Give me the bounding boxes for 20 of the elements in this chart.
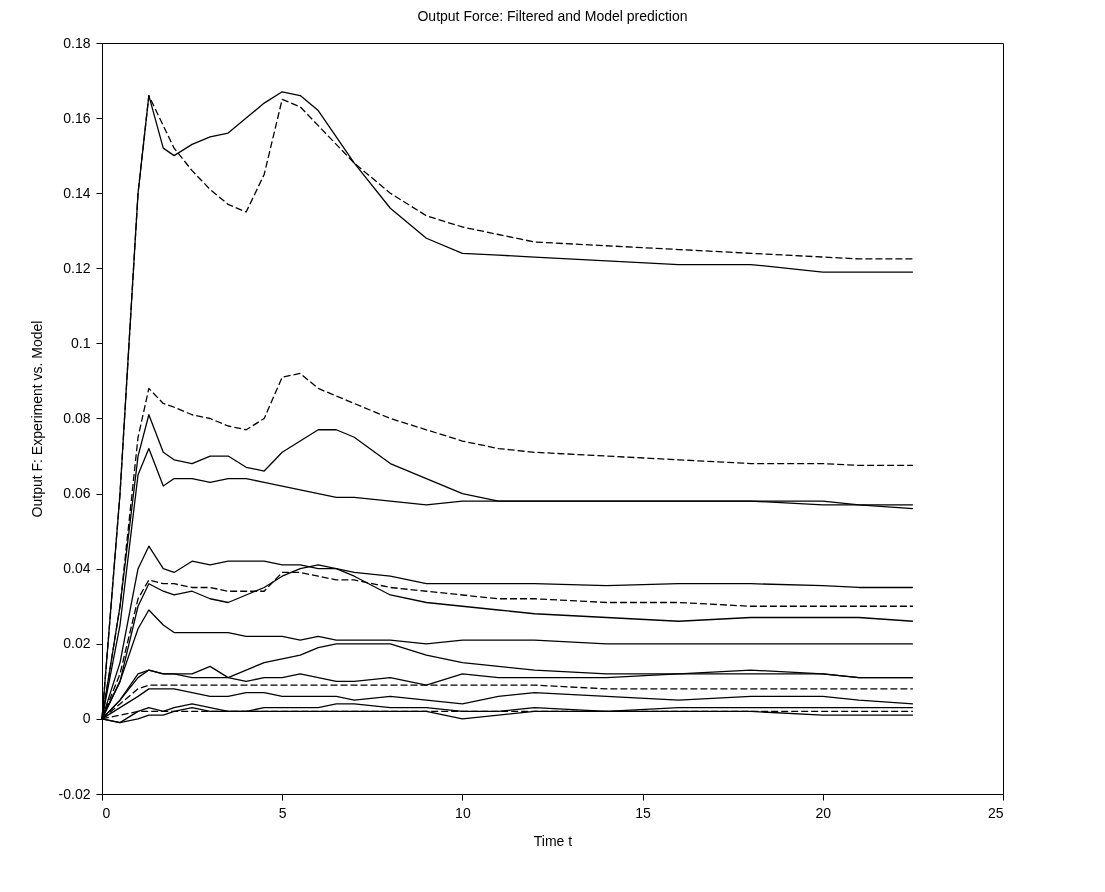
chart-title: Output Force: Filtered and Model prediction [417,8,688,24]
y-tick-label: 0.12 [63,259,91,276]
x-tick-label: 0 [102,804,111,821]
y-tick-label: 0.16 [63,109,91,126]
x-tick-label: 5 [278,804,287,821]
x-tick-label: 25 [987,804,1004,821]
y-tick-label: 0.06 [63,485,91,502]
y-tick-label: 0.02 [63,635,91,652]
y-tick-label: 0.18 [63,34,91,51]
y-tick-label: 0.1 [71,334,91,351]
y-axis-title: Output F: Experiment vs. Model [28,320,45,518]
y-tick-label: 0.14 [63,184,91,201]
y-tick-label: 0.08 [63,410,91,426]
y-tick-label: 0.04 [63,560,91,577]
x-tick-label: 15 [635,804,652,821]
x-tick-label: 10 [455,804,471,821]
x-axis-title: Time t [533,832,573,849]
y-tick-label: -0.02 [58,785,91,802]
y-tick-label: 0 [82,710,91,727]
x-tick-label: 20 [815,804,832,821]
